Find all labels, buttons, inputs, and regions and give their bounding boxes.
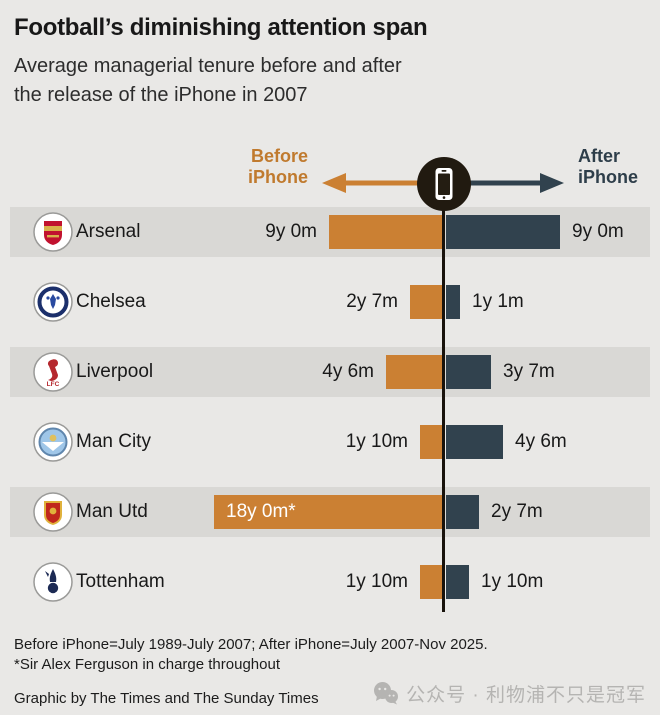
tottenham-crest-icon bbox=[33, 562, 73, 602]
phone-icon bbox=[417, 157, 471, 211]
legend-after-label: After iPhone bbox=[578, 146, 639, 187]
after-value-label: 1y 1m bbox=[472, 291, 524, 312]
chart-row: LFC Liverpool 4y 6m 3y 7m bbox=[10, 347, 650, 397]
before-bar bbox=[420, 565, 443, 599]
after-bar bbox=[446, 285, 460, 319]
chart-row: Man City 1y 10m 4y 6m bbox=[10, 417, 650, 467]
before-value-label: 1y 10m bbox=[345, 431, 408, 452]
before-bar bbox=[410, 285, 443, 319]
before-value-label: 9y 0m bbox=[265, 221, 317, 242]
wechat-icon bbox=[372, 681, 399, 705]
after-value-label: 9y 0m bbox=[572, 221, 624, 242]
team-label: Chelsea bbox=[76, 291, 146, 312]
before-value-label: 1y 10m bbox=[345, 571, 408, 592]
after-value-label: 4y 6m bbox=[515, 431, 567, 452]
before-value-label: 2y 7m bbox=[346, 291, 398, 312]
arsenal-crest-icon bbox=[33, 212, 73, 252]
after-bar bbox=[446, 565, 469, 599]
center-axis-line bbox=[442, 200, 445, 612]
before-value-label: 18y 0m* bbox=[226, 501, 296, 522]
after-bar bbox=[446, 355, 491, 389]
before-bar bbox=[329, 215, 443, 249]
page-title: Football’s diminishing attention span bbox=[14, 14, 428, 41]
before-value-label: 4y 6m bbox=[322, 361, 374, 382]
man-utd-crest-icon bbox=[33, 492, 73, 532]
team-label: Arsenal bbox=[76, 221, 141, 242]
chart-row: Man Utd 18y 0m* 2y 7m bbox=[10, 487, 650, 537]
watermark-text: 公众号 · 利物浦不只是冠军 bbox=[406, 684, 646, 706]
page-subtitle: Average managerial tenure before and aft… bbox=[14, 52, 574, 110]
team-label: Tottenham bbox=[76, 571, 165, 592]
chart-row: Chelsea 2y 7m 1y 1m bbox=[10, 277, 650, 327]
before-bar bbox=[386, 355, 443, 389]
credit-line: Graphic by The Times and The Sunday Time… bbox=[14, 690, 319, 707]
footnote-ferguson: *Sir Alex Ferguson in charge throughout bbox=[14, 656, 280, 673]
chelsea-crest-icon bbox=[33, 282, 73, 322]
right-arrow-icon bbox=[466, 173, 564, 193]
subtitle-line-2: the release of the iPhone in 2007 bbox=[14, 84, 308, 106]
after-value-label: 1y 10m bbox=[481, 571, 544, 592]
man-city-crest-icon bbox=[33, 422, 73, 462]
subtitle-line-1: Average managerial tenure before and aft… bbox=[14, 55, 402, 77]
watermark: 公众号 · 利物浦不只是冠军 bbox=[372, 680, 646, 706]
liverpool-crest-icon: LFC bbox=[33, 352, 73, 392]
after-value-label: 2y 7m bbox=[491, 501, 543, 522]
after-bar bbox=[446, 215, 560, 249]
footnote-date-ranges: Before iPhone=July 1989-July 2007; After… bbox=[14, 636, 488, 653]
before-bar bbox=[214, 495, 443, 529]
legend-before-label: Before iPhone bbox=[247, 146, 308, 187]
after-value-label: 3y 7m bbox=[503, 361, 555, 382]
team-label: Liverpool bbox=[76, 361, 154, 382]
svg-text:LFC: LFC bbox=[47, 381, 60, 388]
after-bar bbox=[446, 495, 479, 529]
legend-arrows bbox=[322, 173, 564, 193]
left-arrow-icon bbox=[322, 173, 422, 193]
team-label: Man City bbox=[76, 431, 151, 452]
chart-row: Arsenal 9y 0m 9y 0m bbox=[10, 207, 650, 257]
after-bar bbox=[446, 425, 503, 459]
chart-row: Tottenham 1y 10m 1y 10m bbox=[10, 557, 650, 607]
before-bar bbox=[420, 425, 443, 459]
team-label: Man Utd bbox=[76, 501, 148, 522]
